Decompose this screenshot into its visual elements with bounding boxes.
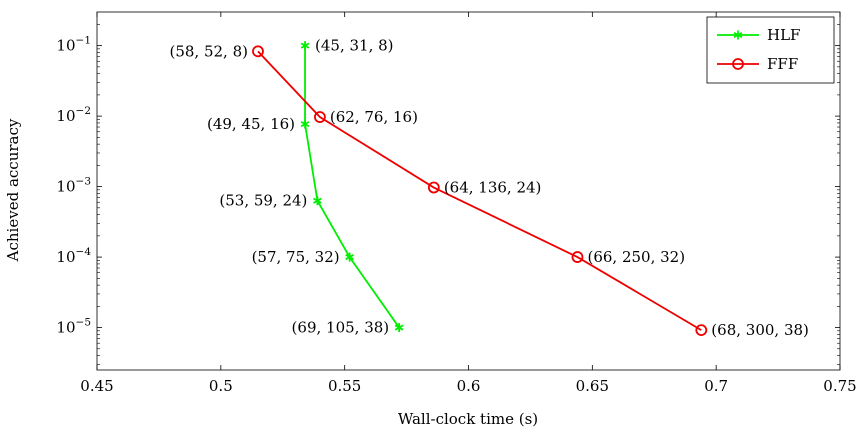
x-tick-label: 0.75 <box>823 377 856 395</box>
x-tick-label: 0.55 <box>328 377 361 395</box>
point-label-fff: (66, 250, 32) <box>587 248 685 266</box>
x-tick-label: 0.7 <box>704 377 728 395</box>
y-tick-label: 10−4 <box>56 246 91 266</box>
legend: HLF FFF <box>706 16 835 84</box>
point-label-hlf: (57, 75, 32) <box>252 248 340 266</box>
series-line-hlf <box>304 45 400 329</box>
point-label-hlf: (69, 105, 38) <box>292 319 390 337</box>
legend-label-fff: FFF <box>767 55 798 73</box>
y-tick-label: 10−1 <box>56 35 91 55</box>
data-point-fff <box>571 251 584 263</box>
x-tick-label: 0.6 <box>457 377 481 395</box>
point-label-fff: (64, 136, 24) <box>444 179 542 197</box>
legend-marker-hlf <box>733 30 743 40</box>
x-tick-label: 0.65 <box>576 377 609 395</box>
x-tick-label: 0.5 <box>209 377 233 395</box>
point-label-hlf: (49, 45, 16) <box>207 115 295 133</box>
y-axis-title: Achieved accuracy <box>4 118 22 262</box>
data-point-fff <box>695 324 708 337</box>
data-point-hlf <box>300 119 310 129</box>
data-point-hlf <box>300 41 310 51</box>
data-point-fff <box>252 45 264 58</box>
plot-area: 0.45 0.5 0.55 0.6 0.65 0.7 0.75 10−1 10−2 10−3 10−… <box>56 11 857 395</box>
y-tick-label: 10−5 <box>56 317 91 337</box>
y-tick-label: 10−2 <box>56 105 91 125</box>
legend-marker-fff <box>732 58 744 70</box>
point-label-hlf: (45, 31, 8) <box>315 37 394 55</box>
data-point-hlf <box>313 196 322 206</box>
point-label-fff: (62, 76, 16) <box>330 108 418 126</box>
point-label-fff: (68, 300, 38) <box>711 321 809 339</box>
x-axis-title: Wall-clock time (s) <box>398 410 538 428</box>
series-line-fff <box>257 50 702 331</box>
legend-box <box>706 16 835 84</box>
data-point-fff <box>427 181 440 194</box>
data-point-hlf <box>345 252 354 262</box>
y-tick-label: 10−3 <box>56 176 91 196</box>
x-tick-label: 0.45 <box>80 377 113 395</box>
data-point-fff <box>313 111 326 123</box>
data-point-hlf <box>394 323 404 333</box>
point-label-hlf: (53, 59, 24) <box>219 192 307 210</box>
point-label-fff: (58, 52, 8) <box>169 42 248 60</box>
legend-label-hlf: HLF <box>767 26 800 44</box>
